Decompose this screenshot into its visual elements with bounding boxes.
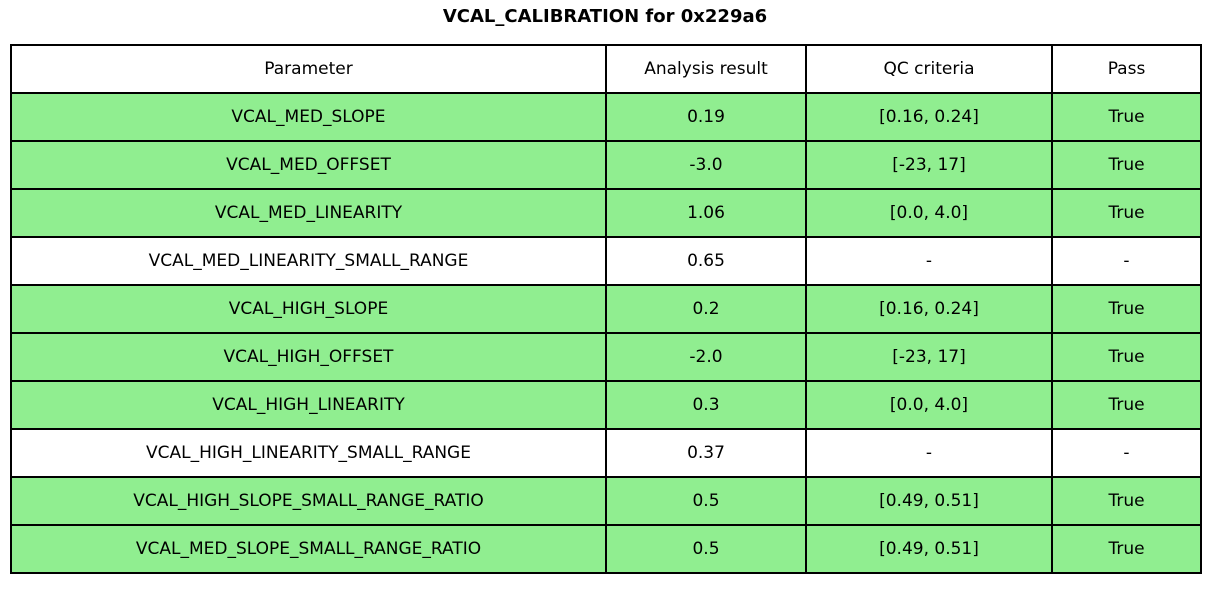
parameter-cell: VCAL_MED_OFFSET	[10, 140, 607, 190]
table-row: VCAL_HIGH_LINEARITY_SMALL_RANGE 0.37 - -	[10, 428, 1202, 478]
table-row: VCAL_MED_SLOPE_SMALL_RANGE_RATIO 0.5 [0.…	[10, 524, 1202, 574]
pass-cell: True	[1051, 188, 1202, 238]
analysis-result-cell: 0.65	[605, 236, 807, 286]
pass-cell: True	[1051, 284, 1202, 334]
qc-criteria-cell: [-23, 17]	[805, 140, 1053, 190]
pass-cell: True	[1051, 524, 1202, 574]
table-row: VCAL_MED_OFFSET -3.0 [-23, 17] True	[10, 140, 1202, 190]
qc-criteria-cell: [0.16, 0.24]	[805, 92, 1053, 142]
table-row: VCAL_HIGH_SLOPE_SMALL_RANGE_RATIO 0.5 [0…	[10, 476, 1202, 526]
qc-criteria-cell: [0.0, 4.0]	[805, 380, 1053, 430]
qc-criteria-cell: -	[805, 236, 1053, 286]
table-row: VCAL_MED_SLOPE 0.19 [0.16, 0.24] True	[10, 92, 1202, 142]
table-row: VCAL_MED_LINEARITY_SMALL_RANGE 0.65 - -	[10, 236, 1202, 286]
parameter-cell: VCAL_MED_LINEARITY_SMALL_RANGE	[10, 236, 607, 286]
analysis-result-cell: -2.0	[605, 332, 807, 382]
qc-criteria-table: Parameter Analysis result QC criteria Pa…	[10, 44, 1202, 574]
column-header-qc-criteria: QC criteria	[805, 44, 1053, 94]
qc-criteria-cell: [0.49, 0.51]	[805, 524, 1053, 574]
analysis-result-cell: -3.0	[605, 140, 807, 190]
pass-cell: True	[1051, 380, 1202, 430]
table-header-row: Parameter Analysis result QC criteria Pa…	[10, 44, 1202, 94]
table-row: VCAL_HIGH_SLOPE 0.2 [0.16, 0.24] True	[10, 284, 1202, 334]
parameter-cell: VCAL_MED_SLOPE	[10, 92, 607, 142]
pass-cell: True	[1051, 476, 1202, 526]
qc-criteria-cell: [0.16, 0.24]	[805, 284, 1053, 334]
parameter-cell: VCAL_MED_LINEARITY	[10, 188, 607, 238]
analysis-result-cell: 0.5	[605, 476, 807, 526]
qc-criteria-cell: [-23, 17]	[805, 332, 1053, 382]
parameter-cell: VCAL_HIGH_SLOPE_SMALL_RANGE_RATIO	[10, 476, 607, 526]
pass-cell: True	[1051, 92, 1202, 142]
table-row: VCAL_HIGH_OFFSET -2.0 [-23, 17] True	[10, 332, 1202, 382]
figure-title: VCAL_CALIBRATION for 0x229a6	[442, 6, 768, 27]
pass-cell: -	[1051, 236, 1202, 286]
analysis-result-cell: 1.06	[605, 188, 807, 238]
column-header-pass: Pass	[1051, 44, 1202, 94]
table-row: VCAL_HIGH_LINEARITY 0.3 [0.0, 4.0] True	[10, 380, 1202, 430]
parameter-cell: VCAL_HIGH_OFFSET	[10, 332, 607, 382]
qc-criteria-cell: [0.0, 4.0]	[805, 188, 1053, 238]
pass-cell: True	[1051, 140, 1202, 190]
pass-cell: -	[1051, 428, 1202, 478]
analysis-result-cell: 0.5	[605, 524, 807, 574]
table-row: VCAL_MED_LINEARITY 1.06 [0.0, 4.0] True	[10, 188, 1202, 238]
analysis-result-cell: 0.2	[605, 284, 807, 334]
analysis-result-cell: 0.37	[605, 428, 807, 478]
parameter-cell: VCAL_HIGH_SLOPE	[10, 284, 607, 334]
analysis-result-cell: 0.3	[605, 380, 807, 430]
column-header-parameter: Parameter	[10, 44, 607, 94]
parameter-cell: VCAL_HIGH_LINEARITY_SMALL_RANGE	[10, 428, 607, 478]
qc-criteria-cell: -	[805, 428, 1053, 478]
analysis-result-cell: 0.19	[605, 92, 807, 142]
column-header-analysis-result: Analysis result	[605, 44, 807, 94]
qc-criteria-cell: [0.49, 0.51]	[805, 476, 1053, 526]
pass-cell: True	[1051, 332, 1202, 382]
parameter-cell: VCAL_MED_SLOPE_SMALL_RANGE_RATIO	[10, 524, 607, 574]
parameter-cell: VCAL_HIGH_LINEARITY	[10, 380, 607, 430]
